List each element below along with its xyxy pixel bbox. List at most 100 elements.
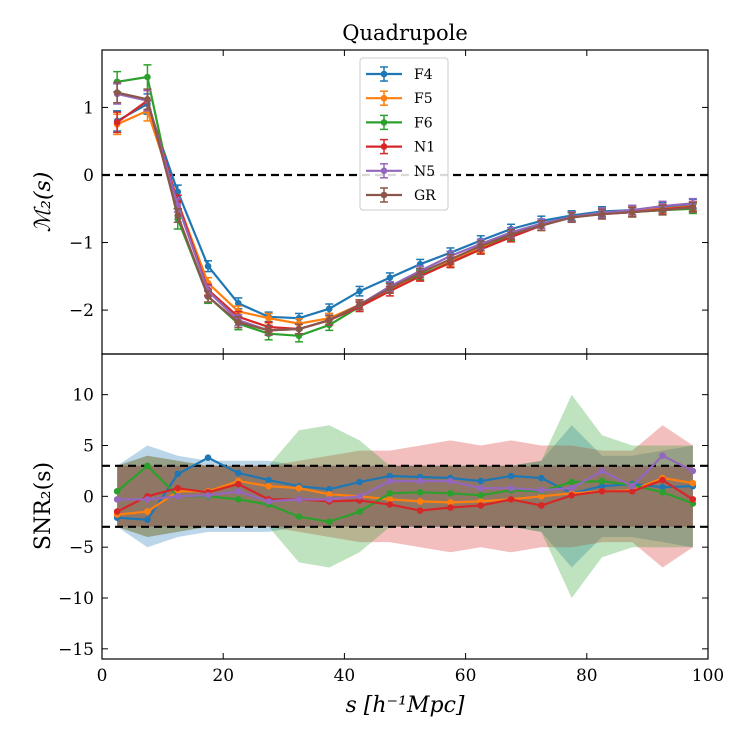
top-ytick-label: 1 xyxy=(83,98,94,118)
data-point xyxy=(386,472,394,480)
x-tick-label: 80 xyxy=(576,666,598,686)
data-point xyxy=(447,256,454,263)
data-point xyxy=(204,262,212,270)
legend-marker xyxy=(380,119,388,126)
data-point xyxy=(204,454,212,462)
data-point xyxy=(689,204,697,211)
data-point xyxy=(416,269,424,277)
data-point xyxy=(507,496,515,503)
data-point xyxy=(659,476,666,484)
x-tick-label: 0 xyxy=(97,666,108,686)
data-point xyxy=(386,274,394,281)
data-point xyxy=(447,477,454,485)
legend-item-gr: GR xyxy=(366,187,436,204)
data-point xyxy=(507,472,515,480)
legend-label: F6 xyxy=(414,115,433,131)
data-point xyxy=(204,293,212,300)
data-point xyxy=(325,518,333,526)
legend-label: N5 xyxy=(414,164,435,180)
data-point xyxy=(689,467,697,475)
series-line xyxy=(117,456,693,521)
data-point xyxy=(265,482,272,490)
data-point xyxy=(689,479,697,487)
legend-marker xyxy=(380,70,388,78)
bottom-series-n1 xyxy=(113,476,697,515)
data-point xyxy=(356,508,363,515)
top-ytick-label: −1 xyxy=(69,234,94,254)
data-point xyxy=(174,212,182,219)
data-point xyxy=(416,507,424,514)
data-point xyxy=(598,482,606,490)
data-point xyxy=(174,470,182,478)
data-point xyxy=(416,477,424,485)
bottom-ytick-label: −15 xyxy=(58,640,94,660)
data-point xyxy=(204,492,212,499)
data-point xyxy=(325,496,333,503)
data-point xyxy=(235,487,242,495)
data-point xyxy=(144,96,151,103)
data-point xyxy=(568,214,575,221)
data-point xyxy=(628,208,636,216)
data-point xyxy=(265,327,272,334)
data-point xyxy=(325,305,333,313)
data-point xyxy=(386,501,394,508)
chart-title: Quadrupole xyxy=(342,21,468,45)
data-point xyxy=(235,318,242,326)
data-point xyxy=(628,482,636,490)
x-tick-label: 60 xyxy=(455,666,477,686)
data-point xyxy=(477,484,485,492)
top-panel: −2 −1 0 1 ℳ₂(s) F4 F5 F6 N1 N5 GR xyxy=(31,49,709,355)
bottom-plot-content xyxy=(102,394,708,598)
data-point xyxy=(325,316,333,324)
legend-item-f4: F4 xyxy=(366,66,433,83)
top-y-axis-label: ℳ₂(s) xyxy=(31,172,56,233)
data-point xyxy=(447,499,454,506)
data-point xyxy=(538,474,545,482)
data-point xyxy=(356,301,363,308)
data-point xyxy=(386,489,394,497)
top-axis-ticks: −2 −1 0 1 xyxy=(69,50,709,354)
data-point xyxy=(295,484,303,492)
bottom-ytick-label: 10 xyxy=(72,386,94,406)
legend-label: F4 xyxy=(414,67,433,83)
data-point xyxy=(386,496,394,503)
data-point xyxy=(295,325,303,333)
bottom-ytick-label: −5 xyxy=(69,538,94,558)
data-point xyxy=(659,483,666,491)
data-point xyxy=(113,89,121,96)
data-point xyxy=(235,480,242,488)
data-point xyxy=(477,242,485,250)
bottom-y-axis-label: SNR₂(s) xyxy=(31,462,56,550)
data-point xyxy=(325,491,333,498)
data-point xyxy=(568,492,575,499)
data-point xyxy=(659,206,666,214)
legend-label: GR xyxy=(414,188,436,204)
data-point xyxy=(598,477,606,485)
top-series-gr xyxy=(113,81,697,336)
legend-item-n5: N5 xyxy=(366,163,435,180)
x-axis-label: s [h⁻¹Mpc] xyxy=(346,693,465,718)
x-tick-label: 40 xyxy=(334,666,356,686)
bottom-ytick-label: 0 xyxy=(83,487,94,507)
data-point xyxy=(416,498,424,505)
data-point xyxy=(538,486,545,494)
data-point xyxy=(295,496,303,503)
data-point xyxy=(507,231,515,238)
data-point xyxy=(356,478,363,486)
legend-items: F4 F5 F6 N1 N5 GR xyxy=(366,66,436,204)
legend-item-f5: F5 xyxy=(366,90,433,107)
legend: F4 F5 F6 N1 N5 GR xyxy=(359,57,449,211)
series-line xyxy=(116,92,693,332)
data-point xyxy=(235,469,242,477)
series-line xyxy=(116,91,693,332)
legend-marker xyxy=(380,167,388,175)
data-point xyxy=(659,488,666,496)
data-point xyxy=(477,492,485,499)
data-point xyxy=(144,508,151,515)
data-point xyxy=(356,493,363,500)
legend-marker xyxy=(380,191,388,199)
data-point xyxy=(538,222,545,229)
data-point xyxy=(477,502,485,509)
